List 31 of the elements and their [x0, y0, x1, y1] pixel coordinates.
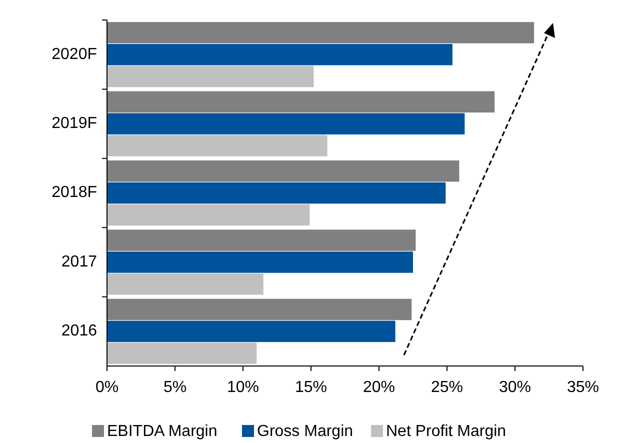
y-tick-label: 2019F: [52, 115, 98, 132]
x-tick-label: 15%: [294, 379, 328, 396]
x-tick-label: 30%: [498, 379, 532, 396]
legend-label: EBITDA Margin: [107, 423, 218, 440]
x-tick-label: 0%: [95, 379, 119, 396]
y-tick-label: 2017: [61, 253, 98, 270]
x-tick-label: 20%: [362, 379, 396, 396]
x-tick-label: 25%: [430, 379, 464, 396]
y-tick-label: 2020F: [52, 46, 98, 63]
x-tick-label: 5%: [163, 379, 187, 396]
legend-label: Gross Margin: [257, 423, 354, 440]
bar: [107, 182, 446, 204]
legend-label: Net Profit Margin: [386, 423, 506, 440]
x-tick-label: 10%: [226, 379, 260, 396]
bar: [107, 252, 413, 273]
bar: [107, 204, 310, 226]
bar: [107, 298, 412, 320]
bar: [107, 160, 460, 182]
y-tick-label: 2016: [61, 322, 98, 340]
x-tick-label: 35%: [566, 379, 600, 396]
bar: [107, 22, 534, 44]
bar: [107, 66, 314, 88]
bar: [107, 273, 264, 295]
bar: [107, 44, 452, 66]
bar: [107, 135, 328, 156]
y-tick-label: 2018F: [52, 184, 98, 202]
bar: [107, 320, 396, 342]
bar: [107, 342, 257, 364]
bar: [107, 230, 416, 251]
bar: [107, 113, 465, 134]
bar: [107, 91, 495, 113]
